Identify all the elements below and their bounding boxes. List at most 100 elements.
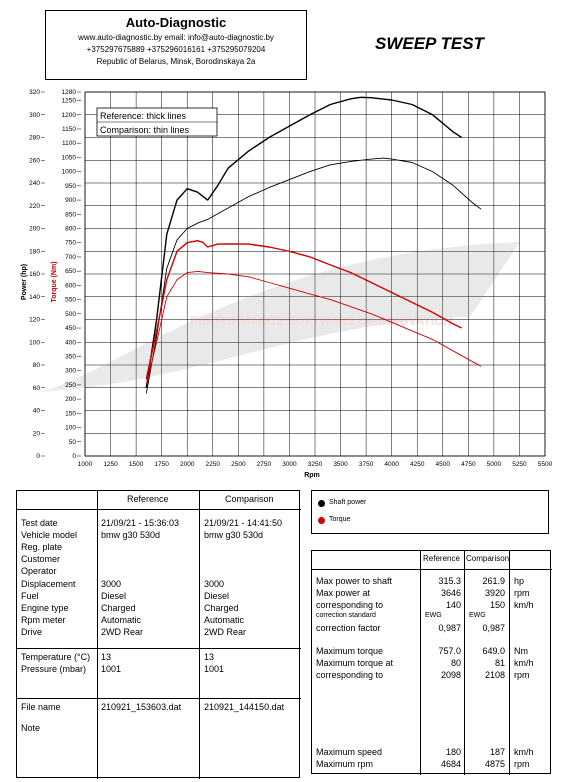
cmp-max-torque: 649.0 bbox=[482, 646, 505, 656]
label-rpm-meter: Rpm meter bbox=[21, 615, 66, 625]
label-power-corresponding: corresponding to bbox=[316, 600, 384, 610]
unit-hp: hp bbox=[514, 576, 525, 586]
x-tick-label: 1500 bbox=[129, 461, 144, 468]
ref-correction-factor: 0,987 bbox=[438, 623, 461, 633]
label-engine-type: Engine type bbox=[21, 603, 69, 613]
x-tick-label: 4500 bbox=[436, 461, 451, 468]
torque-dot bbox=[318, 517, 325, 524]
vehicle-col-comparison: Comparison bbox=[225, 494, 274, 504]
ref-drive: 2WD Rear bbox=[101, 627, 144, 637]
torque-tick-label: 650 bbox=[65, 268, 76, 275]
chart-series bbox=[145, 96, 482, 394]
torque-labels: Maximum torque Maximum torque at corresp… bbox=[316, 645, 393, 681]
power-tick-label: 20 bbox=[33, 430, 41, 437]
ref-pressure: 1001 bbox=[101, 664, 122, 674]
label-reg-plate: Reg. plate bbox=[21, 542, 63, 552]
label-customer: Customer bbox=[21, 554, 61, 564]
torque-tick-label: 450 bbox=[65, 325, 76, 332]
svg-text:PERFORMANCE SOFTWARE OF INNOVA: PERFORMANCE SOFTWARE OF INNOVATION bbox=[190, 314, 452, 328]
ref-max-torque: 757.0 bbox=[438, 646, 461, 656]
label-drive: Drive bbox=[21, 627, 43, 637]
power-tick-label: 280 bbox=[29, 135, 40, 142]
torque-tick-label: 400 bbox=[65, 339, 76, 346]
x-tick-label: 4750 bbox=[461, 461, 476, 468]
results-col-comparison: Comparison bbox=[466, 554, 510, 563]
x-tick-label: 5250 bbox=[512, 461, 527, 468]
power-tick-label: 300 bbox=[29, 112, 40, 119]
label-correction-standard: correction standard bbox=[316, 612, 376, 619]
company-name: Auto-Diagnostic bbox=[125, 15, 227, 30]
y-axis-label-power: Power (hp) bbox=[21, 264, 28, 300]
torque-tick-label: 250 bbox=[65, 382, 76, 389]
ref-max-torque-rpm: 2098 bbox=[440, 670, 461, 680]
unit-rpm-3: rpm bbox=[514, 759, 530, 769]
label-fuel: Fuel bbox=[21, 591, 39, 601]
x-tick-label: 5500 bbox=[538, 461, 553, 468]
torque-cmp: 649.0 81 2108 bbox=[467, 645, 505, 681]
ref-max-power-rpm: 3646 bbox=[440, 588, 461, 598]
vehicle-col-reference: Reference bbox=[127, 494, 169, 504]
x-tick-label: 4250 bbox=[410, 461, 425, 468]
power-units: hp rpm km/h bbox=[514, 575, 534, 611]
vehicle-table: Reference Comparison Test date Vehicle m… bbox=[16, 490, 301, 779]
power-ref: 315.3 3646 140 bbox=[423, 575, 461, 611]
cmp-max-power-speed: 150 bbox=[489, 600, 505, 610]
power-tick-label: 0 bbox=[36, 453, 40, 460]
torque-tick-label: 1150 bbox=[62, 126, 76, 133]
power-tick-label: 320 bbox=[29, 89, 40, 96]
vehicle-cmp-1: 21/09/21 - 14:41:50 bmw g30 530d bbox=[204, 517, 282, 541]
cmp-fuel: Diesel bbox=[204, 591, 230, 601]
cmp-max-torque-speed: 81 bbox=[494, 658, 505, 668]
power-tick-label: 220 bbox=[29, 203, 40, 210]
ref-test-date: 21/09/21 - 15:36:03 bbox=[101, 518, 180, 528]
torque-tick-label: 550 bbox=[65, 297, 76, 304]
ref-max-torque-speed: 80 bbox=[450, 658, 461, 668]
unit-rpm: rpm bbox=[514, 588, 530, 598]
label-max-power: Max power to shaft bbox=[316, 576, 393, 586]
power-tick-label: 60 bbox=[33, 385, 41, 392]
torque-tick-label: 750 bbox=[65, 240, 76, 247]
cmp-max-speed: 187 bbox=[489, 747, 505, 757]
cmp-max-torque-rpm: 2108 bbox=[484, 670, 505, 680]
torque-tick-label: 1050 bbox=[62, 154, 77, 161]
torque-tick-label: 200 bbox=[65, 396, 76, 403]
ref-correction-standard: EWG bbox=[425, 612, 442, 619]
torque-tick-label: 350 bbox=[65, 353, 76, 360]
legend-reference: Reference: thick lines bbox=[100, 111, 187, 121]
label-test-date: Test date bbox=[21, 518, 58, 528]
power-cmp: 261.9 3920 150 bbox=[467, 575, 505, 611]
cmp-temperature: 13 bbox=[204, 652, 215, 662]
power-tick-label: 180 bbox=[29, 248, 40, 255]
speed-cmp: 187 4875 bbox=[467, 746, 505, 770]
cmp-vehicle-model: bmw g30 530d bbox=[204, 530, 264, 540]
chart-grid bbox=[84, 91, 546, 457]
torque-tick-label: 850 bbox=[65, 211, 76, 218]
company-header: Auto-Diagnostic www.auto-diagnostic.by e… bbox=[45, 10, 307, 80]
power-tick-label: 80 bbox=[33, 362, 41, 369]
cmp-correction-standard: EWG bbox=[469, 612, 486, 619]
label-file-name: File name bbox=[21, 702, 61, 712]
power-tick-label: 120 bbox=[29, 317, 40, 324]
x-tick-label: 2750 bbox=[257, 461, 272, 468]
x-tick-label: 1750 bbox=[154, 461, 169, 468]
legend-shaft-power: Shaft power bbox=[329, 499, 367, 506]
label-displacement: Displacement bbox=[21, 579, 76, 589]
cmp-test-date: 21/09/21 - 14:41:50 bbox=[204, 518, 283, 528]
label-max-torque-at: Maximum torque at bbox=[316, 658, 394, 668]
chart-legend-box: Reference: thick lines Comparison: thin … bbox=[96, 107, 218, 137]
speed-labels: Maximum speed Maximum rpm bbox=[316, 746, 382, 770]
y-axis-label-torque: Torque (Nm) bbox=[51, 261, 58, 302]
page-title: SWEEP TEST bbox=[375, 34, 484, 53]
ref-max-power: 315.3 bbox=[438, 576, 461, 586]
x-tick-label: 3250 bbox=[308, 461, 323, 468]
ref-max-rpm: 4684 bbox=[440, 759, 461, 769]
label-operator: Operator bbox=[21, 566, 57, 576]
power-line-reference bbox=[145, 96, 462, 388]
torque-tick-label: 800 bbox=[65, 226, 76, 233]
legend-comparison: Comparison: thin lines bbox=[100, 125, 190, 135]
x-tick-label: 3500 bbox=[333, 461, 348, 468]
torque-tick-label: 500 bbox=[65, 311, 76, 318]
axis-ticks: 1000 1250 1500 1750 2000 2250 2500 2750 3000 3250… bbox=[29, 89, 552, 468]
torque-units: Nm km/h rpm bbox=[514, 645, 534, 681]
speed-ref: 180 4684 bbox=[423, 746, 461, 770]
